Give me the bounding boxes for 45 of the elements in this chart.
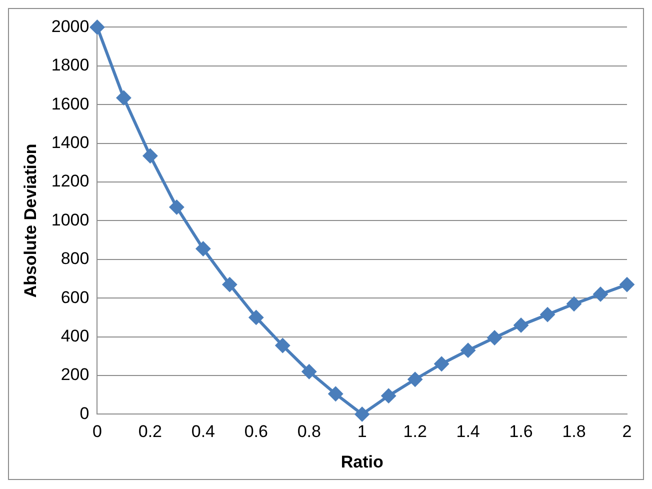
point <box>302 364 317 380</box>
point <box>90 20 105 35</box>
point <box>487 330 502 346</box>
x-tick-label: 2 <box>622 422 632 442</box>
x-tick-label: 1.6 <box>509 422 533 442</box>
y-tick-label: 1200 <box>51 172 90 191</box>
y-tick-label: 2000 <box>51 16 90 36</box>
x-tick-label: 1.4 <box>456 422 480 442</box>
y-tick-label: 400 <box>60 326 90 346</box>
point <box>169 200 184 215</box>
point <box>275 338 290 354</box>
point <box>566 296 582 312</box>
y-tick-label: 600 <box>60 288 90 307</box>
x-tick-label: 0.4 <box>191 422 215 442</box>
point <box>540 307 556 322</box>
y-tick-label: 1800 <box>51 56 90 75</box>
point <box>222 277 238 292</box>
y-tick-label: 1400 <box>51 132 90 152</box>
x-tick-label: 0.6 <box>244 422 268 442</box>
x-tick-label: 1.2 <box>403 422 427 442</box>
x-tick-label: 1.8 <box>562 422 586 442</box>
point <box>408 372 423 387</box>
y-axis-title: Absolute Deviation <box>20 144 40 298</box>
point <box>460 342 476 358</box>
y-tick-label: 200 <box>60 365 90 384</box>
point <box>514 318 529 333</box>
point <box>142 148 158 164</box>
point <box>116 90 132 106</box>
point <box>381 388 396 404</box>
point <box>434 356 450 372</box>
y-tick-label: 1000 <box>51 210 90 230</box>
point <box>328 386 344 402</box>
y-tick-label: 1600 <box>51 94 90 114</box>
y-tick-label: 0 <box>80 404 90 423</box>
point <box>620 277 634 292</box>
x-axis-title: Ratio <box>340 452 384 472</box>
point <box>593 286 608 302</box>
y-tick-label: 800 <box>60 249 90 268</box>
x-tick-label: 0.2 <box>138 422 162 442</box>
x-tick-label: 1 <box>357 422 367 442</box>
x-tick-label: 0 <box>92 422 102 442</box>
point <box>248 310 264 325</box>
point <box>354 406 370 422</box>
point <box>196 241 211 256</box>
x-tick-label: 0.8 <box>297 422 321 442</box>
